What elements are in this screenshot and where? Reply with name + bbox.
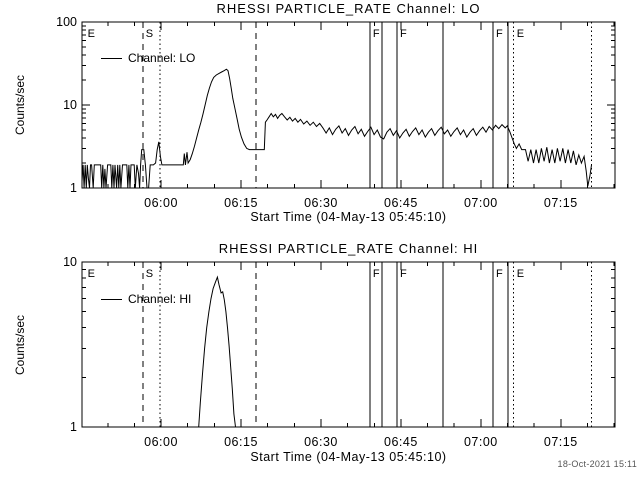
- event-marker-letter: F: [400, 28, 407, 40]
- lo-plot-title: RHESSI PARTICLE_RATE Channel: LO: [216, 1, 481, 16]
- x-tick-label: 06:15: [224, 435, 258, 449]
- event-marker-letter: E: [517, 28, 524, 40]
- x-tick-label: 06:00: [144, 196, 178, 210]
- event-marker-letter: F: [373, 28, 380, 40]
- lo-legend-line-sample: [101, 57, 122, 59]
- event-marker-letter: E: [517, 268, 524, 280]
- event-marker-letter: E: [88, 28, 95, 40]
- event-marker-letter: S: [146, 28, 153, 40]
- x-tick-label: 06:45: [384, 435, 418, 449]
- x-tick-label: 06:45: [384, 196, 418, 210]
- x-tick-label: 06:30: [304, 196, 338, 210]
- lo-series-line: [81, 68, 592, 189]
- x-tick-label: 07:15: [544, 196, 578, 210]
- lo-legend: Channel: LO: [101, 51, 195, 65]
- x-tick-label: 07:00: [464, 435, 498, 449]
- hi-plot-title: RHESSI PARTICLE_RATE Channel: HI: [218, 241, 479, 256]
- plot-box: [81, 261, 616, 428]
- lo-x-axis-label: Start Time (04-May-13 05:45:10): [250, 210, 447, 224]
- x-tick-label: 07:00: [464, 196, 498, 210]
- event-marker-letter: F: [496, 268, 503, 280]
- render-timestamp: 18-Oct-2021 15:11: [557, 459, 637, 469]
- event-marker-letter: S: [146, 268, 153, 280]
- x-tick-label: 06:00: [144, 435, 178, 449]
- y-tick-label: 1: [70, 181, 77, 195]
- hi-legend: Channel: HI: [101, 292, 191, 306]
- hi-series-line: [82, 275, 592, 428]
- y-tick-label: 1: [70, 420, 77, 434]
- y-tick-label: 100: [56, 15, 77, 29]
- x-tick-label: 06:30: [304, 435, 338, 449]
- lo-y-axis-label: Counts/sec: [13, 74, 27, 136]
- hi-legend-label: Channel: HI: [128, 292, 192, 306]
- event-marker-letter: F: [496, 28, 503, 40]
- event-marker-letter: F: [400, 268, 407, 280]
- y-tick-label: 10: [63, 255, 77, 269]
- lo-legend-label: Channel: LO: [128, 51, 196, 65]
- event-marker-letter: F: [373, 268, 380, 280]
- y-tick-label: 10: [63, 98, 77, 112]
- event-marker-letter: E: [88, 268, 95, 280]
- x-tick-label: 06:15: [224, 196, 258, 210]
- x-tick-label: 07:15: [544, 435, 578, 449]
- hi-y-axis-label: Counts/sec: [13, 314, 27, 376]
- hi-legend-line-sample: [101, 298, 122, 300]
- hi-x-axis-label: Start Time (04-May-13 05:45:10): [250, 450, 447, 464]
